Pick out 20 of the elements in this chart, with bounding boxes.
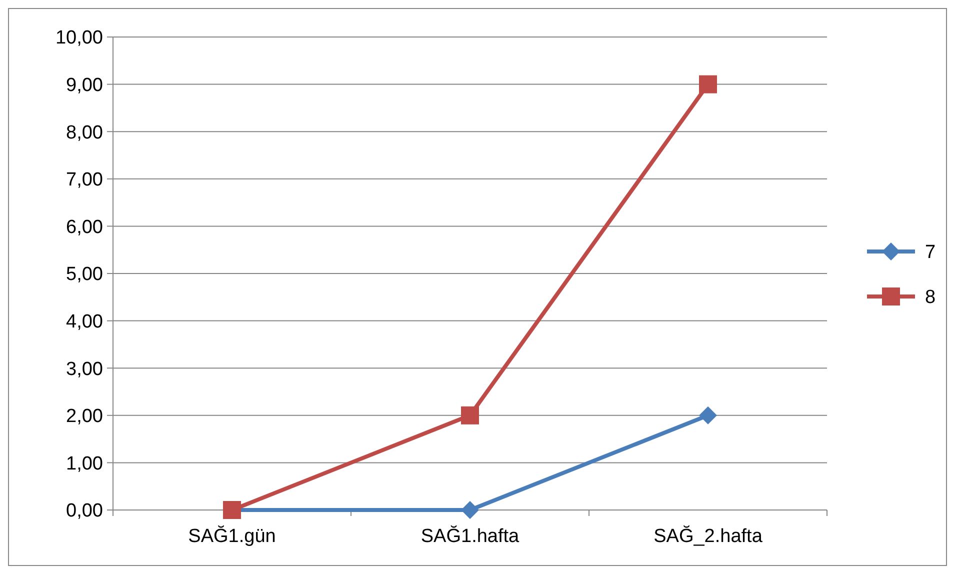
y-tick-label: 0,00 [66,500,103,522]
point [461,501,479,519]
x-tick-label: SAĞ1.gün [188,525,276,547]
y-tick-label: 5,00 [66,264,103,286]
x-tick-label: SAĞ_2.hafta [654,525,763,547]
point [699,406,717,424]
y-tick-label: 2,00 [66,406,103,428]
y-tick-label: 4,00 [66,311,103,332]
legend-label: 7 [925,242,936,264]
y-tick-label: 9,00 [66,74,103,96]
y-tick-label: 1,00 [66,453,103,474]
y-tick-label: 3,00 [66,358,103,380]
legend-label: 8 [925,287,936,308]
y-tick-label: 10,00 [55,28,103,49]
y-tick-label: 7,00 [66,170,103,191]
y-tick-label: 6,00 [66,216,103,238]
y-tick-label: 8,00 [66,122,103,144]
x-tick-label: SAĞ1.hafta [420,525,520,547]
point [461,406,479,424]
point [699,75,717,94]
